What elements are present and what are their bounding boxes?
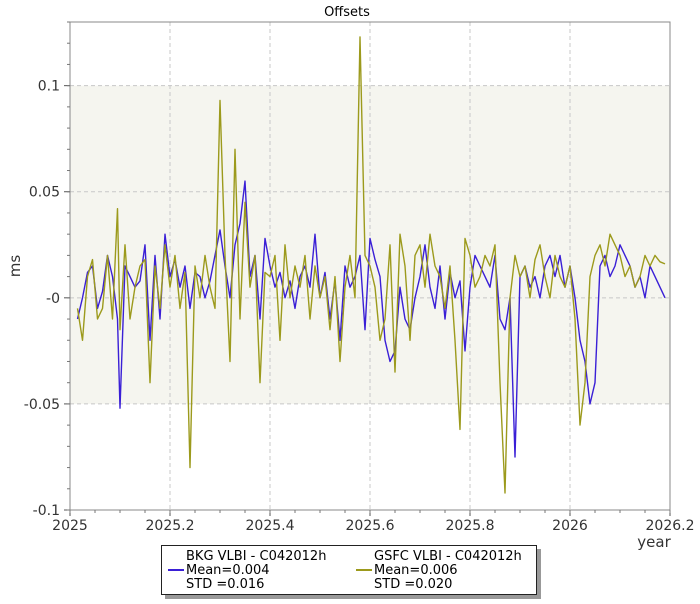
x-tick-label: 2025.6	[346, 518, 395, 534]
y-axis-label: ms	[6, 255, 24, 278]
y-tick-label: -0.05	[24, 397, 60, 413]
series-line-gsfc	[76, 36, 666, 494]
axis-layer: 2025 2025.2 2025.4 2025.6 2025.8 2026 2026.2 -0…	[24, 21, 695, 534]
x-tick-label: 2025	[52, 518, 88, 534]
legend-swatch-gsfc	[356, 569, 372, 571]
legend: BKG VLBI - C042012h Mean=0.004 STD =0.01…	[161, 545, 537, 595]
x-tick-label: 2025.8	[446, 518, 495, 534]
legend-mean: Mean=0.006	[374, 563, 458, 578]
legend-std: STD =0.020	[374, 577, 453, 592]
grid-layer	[70, 22, 670, 510]
legend-entry-gsfc: GSFC VLBI - C042012h Mean=0.006 STD =0.0…	[352, 548, 537, 592]
legend-std: STD =0.016	[186, 577, 265, 592]
x-axis-label: year	[637, 533, 671, 551]
legend-swatch-bkg	[168, 569, 184, 571]
x-tick-label: 2025.4	[246, 518, 295, 534]
y-tick-label: 0.1	[38, 79, 60, 95]
legend-series-name: GSFC VLBI - C042012h	[374, 549, 522, 564]
legend-mean: Mean=0.004	[186, 563, 270, 578]
series-layer	[76, 36, 666, 494]
chart-title: Offsets	[324, 5, 370, 20]
legend-entry-bkg: BKG VLBI - C042012h Mean=0.004 STD =0.01…	[164, 548, 349, 592]
y-tick-label: 0.05	[29, 185, 60, 201]
x-tick-label: 2026	[552, 518, 588, 534]
legend-series-name: BKG VLBI - C042012h	[186, 549, 327, 564]
y-tick-label: -0	[46, 291, 60, 307]
x-tick-label: 2025.2	[146, 518, 195, 534]
y-tick-label: -0.1	[33, 503, 60, 519]
x-tick-label: 2026.2	[646, 518, 695, 534]
